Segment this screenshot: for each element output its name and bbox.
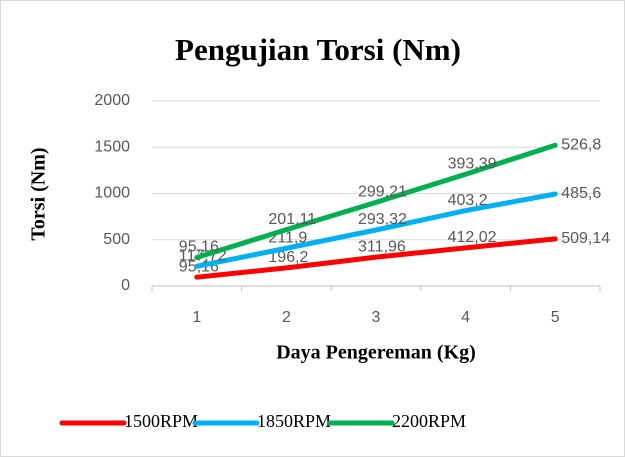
x-tick-label: 5: [551, 309, 560, 326]
legend-label: 1500RPM: [124, 411, 198, 431]
series-line: [194, 236, 558, 280]
series-line: [194, 142, 558, 261]
data-label: 293,32: [358, 211, 407, 228]
x-axis-title: Daya Pengereman (Kg): [276, 342, 476, 364]
legend-label: 1850RPM: [257, 411, 331, 431]
y-tick-label: 0: [121, 277, 130, 294]
x-tick-label: 1: [192, 309, 201, 326]
data-label: 311,96: [358, 238, 406, 255]
data-label: 95,16: [179, 239, 219, 256]
data-label: 299,21: [358, 184, 407, 201]
y-tick-label: 1500: [94, 138, 130, 155]
x-tick-label: 4: [461, 309, 470, 326]
x-tick-label: 2: [282, 309, 291, 326]
data-label: 201,11: [268, 211, 316, 228]
data-label: 509,14: [561, 230, 610, 247]
data-label: 403,2: [448, 192, 488, 209]
data-label: 393,39: [448, 155, 497, 172]
series-line: [194, 191, 558, 269]
y-tick-label: 1000: [94, 185, 130, 202]
y-tick-label: 2000: [94, 92, 130, 109]
y-axis-title: Torsi (Nm): [28, 147, 50, 240]
data-label: 485,6: [561, 185, 601, 202]
legend-label: 2200RPM: [392, 411, 466, 431]
y-tick-label: 500: [103, 231, 130, 248]
data-label: 526,8: [561, 136, 601, 153]
data-label: 196,2: [268, 249, 308, 266]
x-tick-label: 3: [372, 309, 381, 326]
data-label: 412,02: [448, 229, 497, 246]
chart-title: Pengujian Torsi (Nm): [175, 32, 461, 67]
